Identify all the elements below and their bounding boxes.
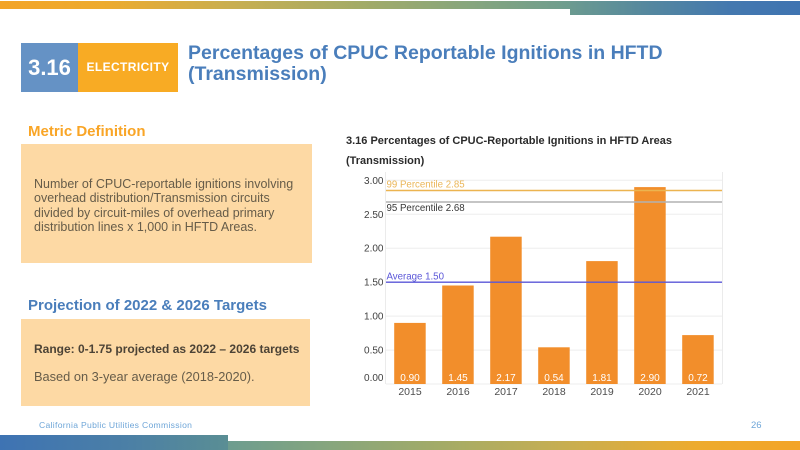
svg-text:1.81: 1.81 xyxy=(592,373,612,384)
svg-text:2021: 2021 xyxy=(686,386,710,398)
svg-text:2.50: 2.50 xyxy=(364,210,384,221)
svg-text:Average 1.50: Average 1.50 xyxy=(387,271,445,282)
svg-text:3.00: 3.00 xyxy=(364,176,384,187)
svg-text:2019: 2019 xyxy=(590,386,614,398)
svg-text:2018: 2018 xyxy=(542,386,566,398)
svg-text:0.00: 0.00 xyxy=(364,373,384,384)
svg-text:95 Percentile 2.68: 95 Percentile 2.68 xyxy=(387,203,465,214)
svg-text:1.50: 1.50 xyxy=(364,278,384,289)
svg-text:2020: 2020 xyxy=(638,386,662,398)
svg-text:0.90: 0.90 xyxy=(400,373,420,384)
svg-text:99 Percentile 2.85: 99 Percentile 2.85 xyxy=(387,179,465,190)
svg-text:2.90: 2.90 xyxy=(640,373,660,384)
svg-text:1.45: 1.45 xyxy=(448,373,468,384)
svg-text:0.72: 0.72 xyxy=(688,373,708,384)
svg-text:2016: 2016 xyxy=(446,386,470,398)
svg-text:0.50: 0.50 xyxy=(364,346,384,357)
svg-text:2.00: 2.00 xyxy=(364,244,384,255)
svg-text:2.17: 2.17 xyxy=(496,373,516,384)
svg-text:2015: 2015 xyxy=(398,386,422,398)
svg-text:0.54: 0.54 xyxy=(544,373,564,384)
svg-text:2017: 2017 xyxy=(494,386,518,398)
svg-text:1.00: 1.00 xyxy=(364,312,384,323)
